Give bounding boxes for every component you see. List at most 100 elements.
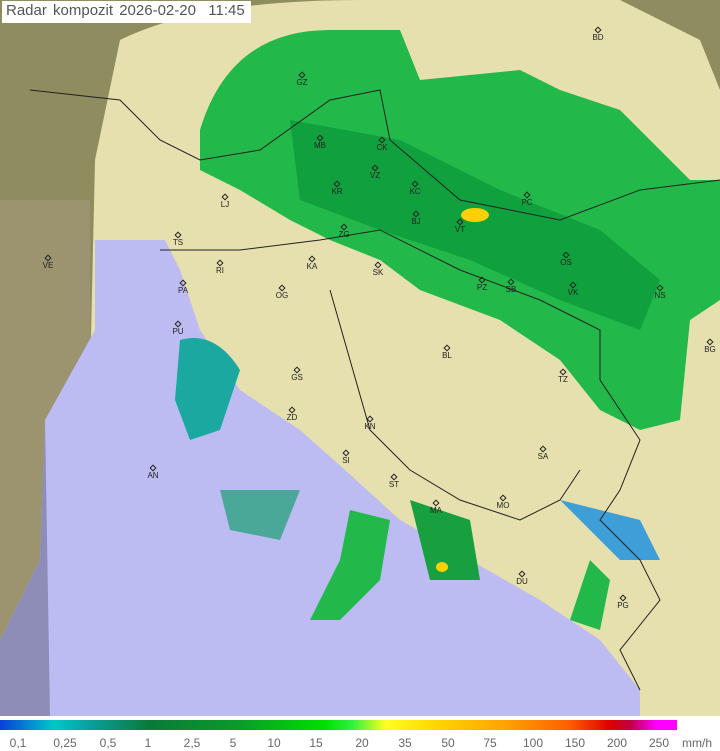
city-marker[interactable]: TS [173,231,183,247]
city-label: PU [172,327,183,336]
city-label: ST [389,480,399,489]
legend-tick: 0,1 [9,736,27,750]
city-dot-icon [499,494,507,502]
city-label: SA [538,452,549,461]
city-marker[interactable]: VE [43,254,54,270]
city-label: ZG [338,230,349,239]
legend-tick: 50 [441,736,455,750]
city-dot-icon [374,261,382,269]
city-marker[interactable]: PU [172,320,184,336]
title-date: 2026-02-20 [119,2,196,19]
city-marker[interactable]: SI [342,449,350,465]
city-marker[interactable]: MB [314,134,326,150]
city-marker[interactable]: BG [704,338,716,354]
legend-tick: 75 [483,736,497,750]
city-dot-icon [412,210,420,218]
city-label: SI [342,456,350,465]
city-marker[interactable]: OS [560,251,572,267]
city-dot-icon [559,368,567,376]
city-label: BL [442,351,452,360]
city-marker[interactable]: BJ [411,210,421,226]
city-dot-icon [174,231,182,239]
radar-map[interactable]: BD GZ MB CK VZ KR KC LJ ZG BJ VT PC TS VE RI KA SK OS VK NS… [0,0,720,716]
city-marker[interactable]: NS [654,284,666,300]
city-marker[interactable]: KR [331,180,343,196]
city-dot-icon [706,338,714,346]
city-dot-icon [293,366,301,374]
city-marker[interactable]: OG [276,284,288,300]
city-label: BD [592,33,603,42]
city-label: OS [560,258,572,267]
city-dot-icon [298,71,306,79]
city-marker[interactable]: GS [291,366,303,382]
city-dot-icon [366,415,374,423]
city-dot-icon [523,191,531,199]
city-label: TZ [558,375,568,384]
city-marker[interactable]: KA [307,255,318,271]
sea [0,240,640,716]
city-marker[interactable]: PC [521,191,533,207]
city-marker[interactable]: BD [592,26,604,42]
city-marker[interactable]: GZ [296,71,308,87]
city-marker[interactable]: AN [147,464,159,480]
city-marker[interactable]: ZG [338,223,350,239]
legend-tick: 250 [648,736,670,750]
city-marker[interactable]: MA [430,499,443,515]
city-label: PZ [477,283,487,292]
city-marker[interactable]: SB [506,278,517,294]
city-dot-icon [594,26,602,34]
city-dot-icon [179,279,187,287]
city-marker[interactable]: VT [455,218,465,234]
city-marker[interactable]: ZD [287,406,298,422]
city-marker[interactable]: LJ [221,193,229,209]
city-marker[interactable]: TZ [558,368,568,384]
city-label: BJ [411,217,420,226]
city-dot-icon [443,344,451,352]
city-dot-icon [174,320,182,328]
city-label: GS [291,373,303,382]
city-label: KR [331,187,342,196]
city-label: MA [430,506,443,515]
city-dot-icon [456,218,464,226]
city-marker[interactable]: PA [178,279,189,295]
city-marker[interactable]: KN [364,415,376,431]
city-dot-icon [478,276,486,284]
city-marker[interactable]: ST [389,473,399,489]
borders [29,89,720,691]
city-marker[interactable]: RI [216,259,224,275]
legend-tick: 150 [564,736,586,750]
city-label: PC [521,198,532,207]
city-dot-icon [316,134,324,142]
city-marker[interactable]: VZ [370,164,380,180]
city-dot-icon [432,499,440,507]
legend-tick: 100 [522,736,544,750]
city-marker[interactable]: DU [516,570,528,586]
city-label: PG [617,601,629,610]
legend-tick: 35 [398,736,412,750]
legend-tick: 0,25 [53,736,77,750]
city-marker[interactable]: KC [409,180,421,196]
city-dot-icon [539,445,547,453]
city-label: PA [178,286,189,295]
city-marker[interactable]: MO [497,494,510,510]
legend-tick: 200 [606,736,628,750]
city-marker[interactable]: CK [376,136,388,152]
city-marker[interactable]: PG [617,594,629,610]
city-dot-icon [378,136,386,144]
city-dot-icon [390,473,398,481]
city-label: KA [307,262,318,271]
city-label: KC [409,187,420,196]
city-label: MB [314,141,326,150]
city-dot-icon [216,259,224,267]
city-label: NS [654,291,665,300]
city-marker[interactable]: SA [538,445,549,461]
city-marker[interactable]: SK [373,261,384,277]
title-label: Radar kompozit [6,2,114,19]
city-marker[interactable]: VK [568,281,579,297]
city-marker[interactable]: PZ [477,276,487,292]
legend-tick: 5 [229,736,237,750]
city-label: VK [568,288,579,297]
city-label: VE [43,261,54,270]
city-label: TS [173,238,183,247]
city-marker[interactable]: BL [442,344,452,360]
